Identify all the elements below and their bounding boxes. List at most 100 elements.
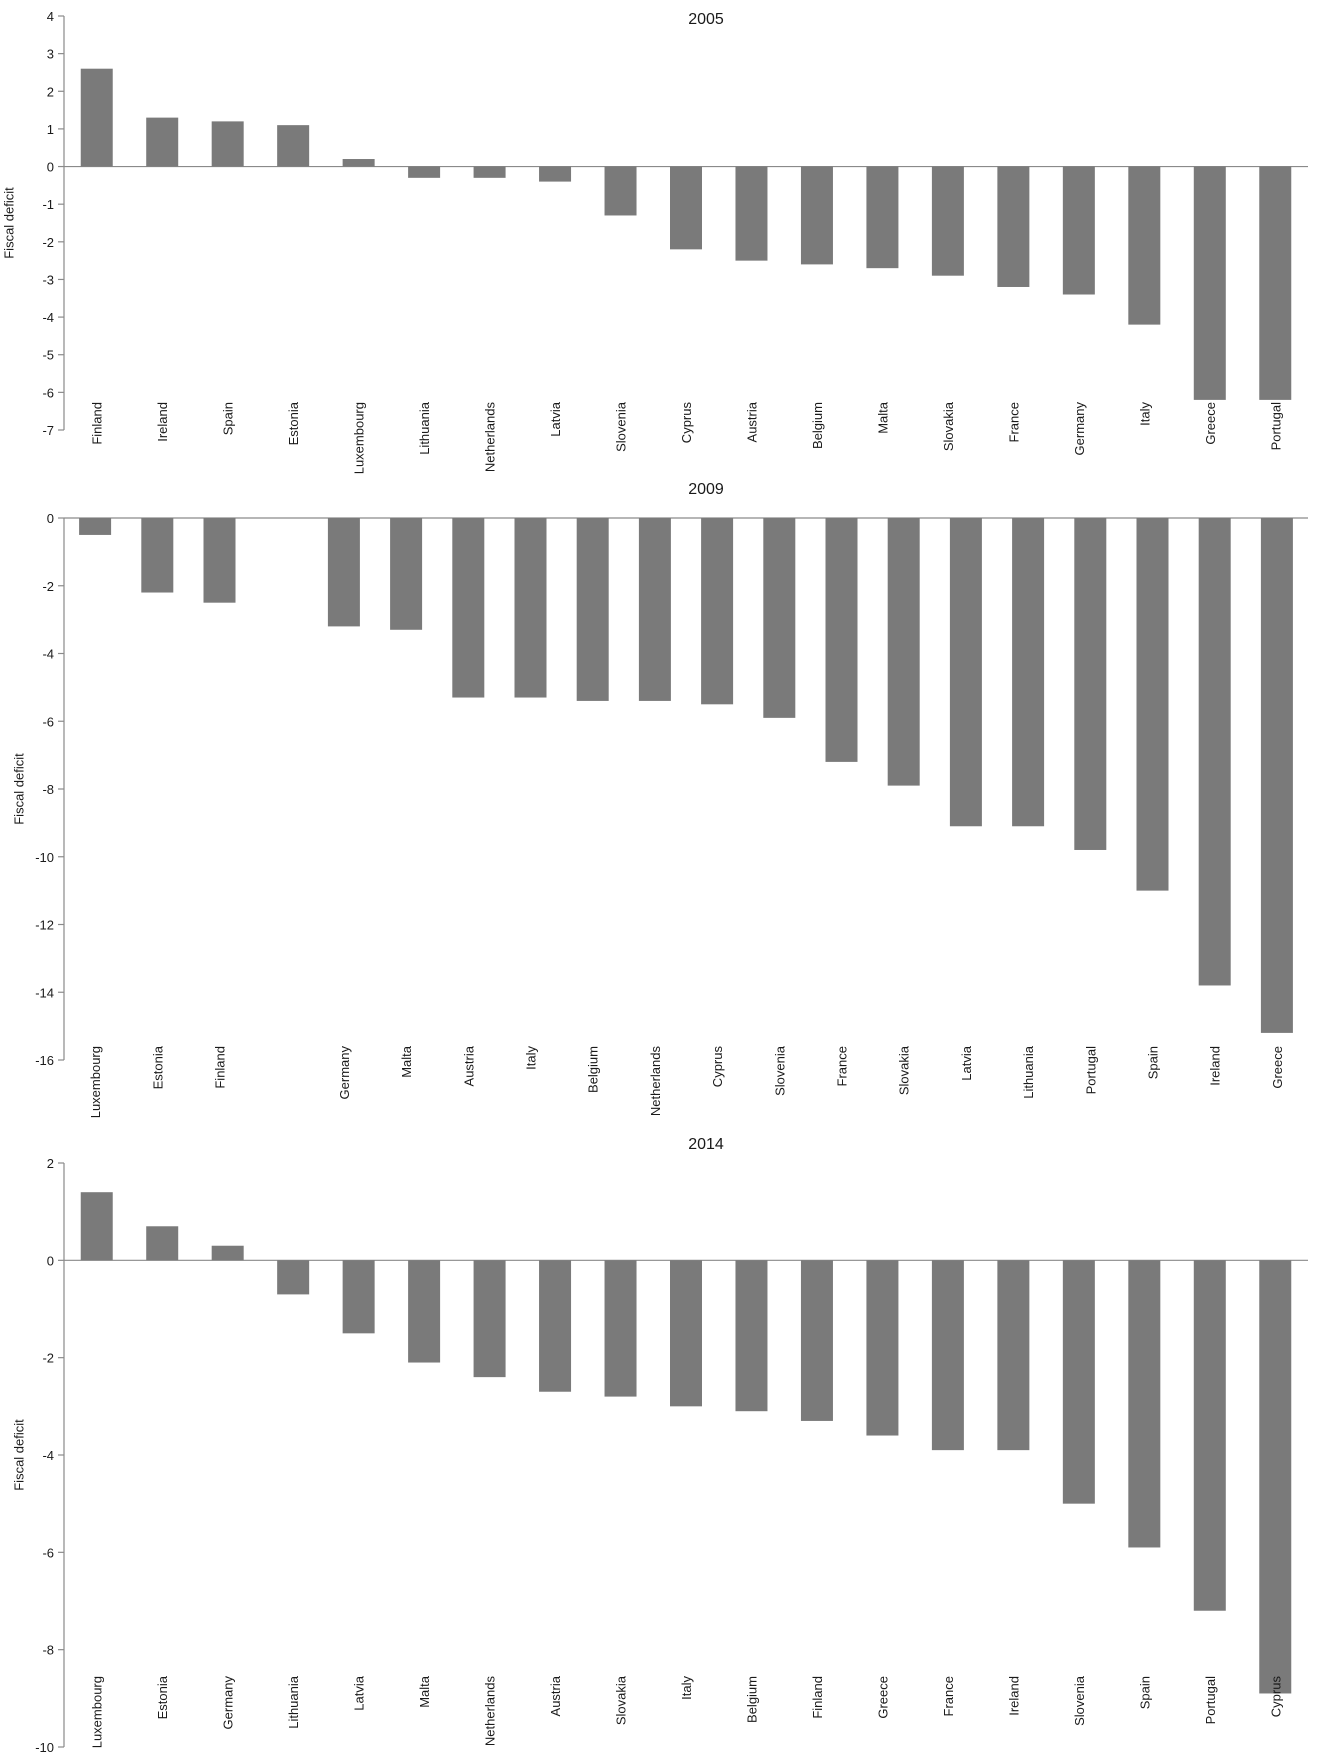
bar: [825, 518, 858, 762]
y-tick-label: -12: [35, 918, 54, 933]
bar: [277, 1260, 310, 1295]
category-label: Belgium: [586, 1046, 601, 1093]
category-label: Belgium: [810, 402, 825, 449]
y-tick-label: 0: [47, 1253, 54, 1268]
category-label: Cyprus: [1268, 1676, 1283, 1718]
bar: [80, 1192, 113, 1261]
category-label: Greece: [1203, 402, 1218, 445]
y-tick-label: -6: [42, 385, 54, 400]
category-label: Lithuania: [286, 1675, 301, 1729]
bar: [211, 121, 244, 167]
category-label: Finland: [810, 1676, 825, 1719]
y-tick-label: -8: [42, 782, 54, 797]
bar: [141, 518, 174, 593]
y-tick-label: -4: [42, 1448, 54, 1463]
bar: [514, 518, 547, 698]
category-label: Ireland: [1006, 1676, 1021, 1716]
category-label: Estonia: [150, 1045, 165, 1089]
bar: [473, 166, 506, 178]
category-label: Spain: [1146, 1046, 1161, 1079]
y-axis-label: Fiscal deficit: [11, 753, 26, 825]
category-label: Germany: [221, 1676, 236, 1730]
category-label: Estonia: [155, 1675, 170, 1719]
category-label: France: [1006, 402, 1021, 442]
bar: [1074, 518, 1107, 850]
bar: [670, 1260, 702, 1407]
category-label: France: [835, 1046, 850, 1086]
y-tick-label: -7: [42, 423, 54, 438]
category-label: Slovenia: [1072, 1675, 1087, 1726]
bar: [1062, 166, 1095, 295]
chart-title: 2009: [688, 481, 724, 498]
category-label: Finland: [213, 1046, 228, 1089]
y-tick-label: -10: [35, 1740, 54, 1755]
chart-title: 2014: [688, 1136, 724, 1153]
bar: [763, 518, 796, 718]
y-tick-label: -2: [42, 579, 54, 594]
y-tick-label: -6: [42, 1545, 54, 1560]
category-label: Lithuania: [1021, 1045, 1036, 1099]
bar: [800, 166, 833, 265]
y-tick-label: -8: [42, 1643, 54, 1658]
y-tick-label: -1: [42, 197, 54, 212]
category-label: Finland: [90, 402, 105, 445]
bar: [1012, 518, 1045, 827]
bar: [735, 1260, 768, 1412]
y-tick-label: 4: [47, 9, 54, 24]
bar: [1062, 1260, 1095, 1504]
bar: [576, 518, 609, 701]
category-label: Belgium: [744, 1676, 759, 1723]
category-label: Ireland: [1208, 1046, 1223, 1086]
category-label: Malta: [875, 401, 890, 434]
bar: [887, 518, 920, 786]
bar: [1193, 1260, 1226, 1611]
category-label: Ireland: [155, 402, 170, 442]
bar: [997, 1260, 1030, 1451]
category-label: France: [941, 1676, 956, 1716]
category-label: Austria: [461, 1045, 476, 1086]
bar: [701, 518, 734, 705]
category-label: Latvia: [959, 1045, 974, 1080]
bar: [408, 166, 441, 178]
bar: [800, 1260, 833, 1421]
bar: [277, 125, 310, 167]
y-tick-label: -14: [35, 985, 54, 1000]
category-label: Slovakia: [614, 1675, 629, 1725]
y-tick-label: 3: [47, 47, 54, 62]
bar: [1136, 518, 1169, 891]
chart-title: 2005: [688, 11, 724, 28]
bar: [473, 1260, 506, 1378]
y-tick-label: -5: [42, 348, 54, 363]
y-tick-label: 0: [47, 511, 54, 526]
bar: [146, 117, 179, 167]
category-label: Netherlands: [483, 402, 498, 473]
category-label: Austria: [548, 1675, 563, 1716]
y-tick-label: 2: [47, 84, 54, 99]
y-tick-label: -16: [35, 1053, 54, 1068]
y-tick-label: -3: [42, 272, 54, 287]
y-tick-label: -4: [42, 310, 54, 325]
bar: [604, 1260, 637, 1397]
category-label: Italy: [524, 1046, 539, 1070]
bar: [735, 166, 768, 261]
bar: [1128, 1260, 1161, 1548]
bar: [1259, 1260, 1292, 1694]
y-tick-label: 1: [47, 122, 54, 137]
category-label: Greece: [1270, 1046, 1285, 1089]
category-label: Italy: [679, 1676, 694, 1700]
bar: [604, 166, 637, 216]
y-tick-label: -6: [42, 714, 54, 729]
category-label: Luxembourg: [90, 1676, 105, 1748]
y-tick-label: -2: [42, 1351, 54, 1366]
bar: [539, 166, 572, 182]
category-label: Latvia: [548, 401, 563, 436]
category-label: Portugal: [1203, 1676, 1218, 1725]
bar: [1193, 166, 1226, 400]
category-label: Malta: [417, 1675, 432, 1708]
bar: [931, 1260, 964, 1451]
category-label: Slovakia: [897, 1045, 912, 1095]
y-tick-label: -2: [42, 235, 54, 250]
bar: [342, 159, 375, 167]
category-label: Netherlands: [648, 1046, 663, 1117]
